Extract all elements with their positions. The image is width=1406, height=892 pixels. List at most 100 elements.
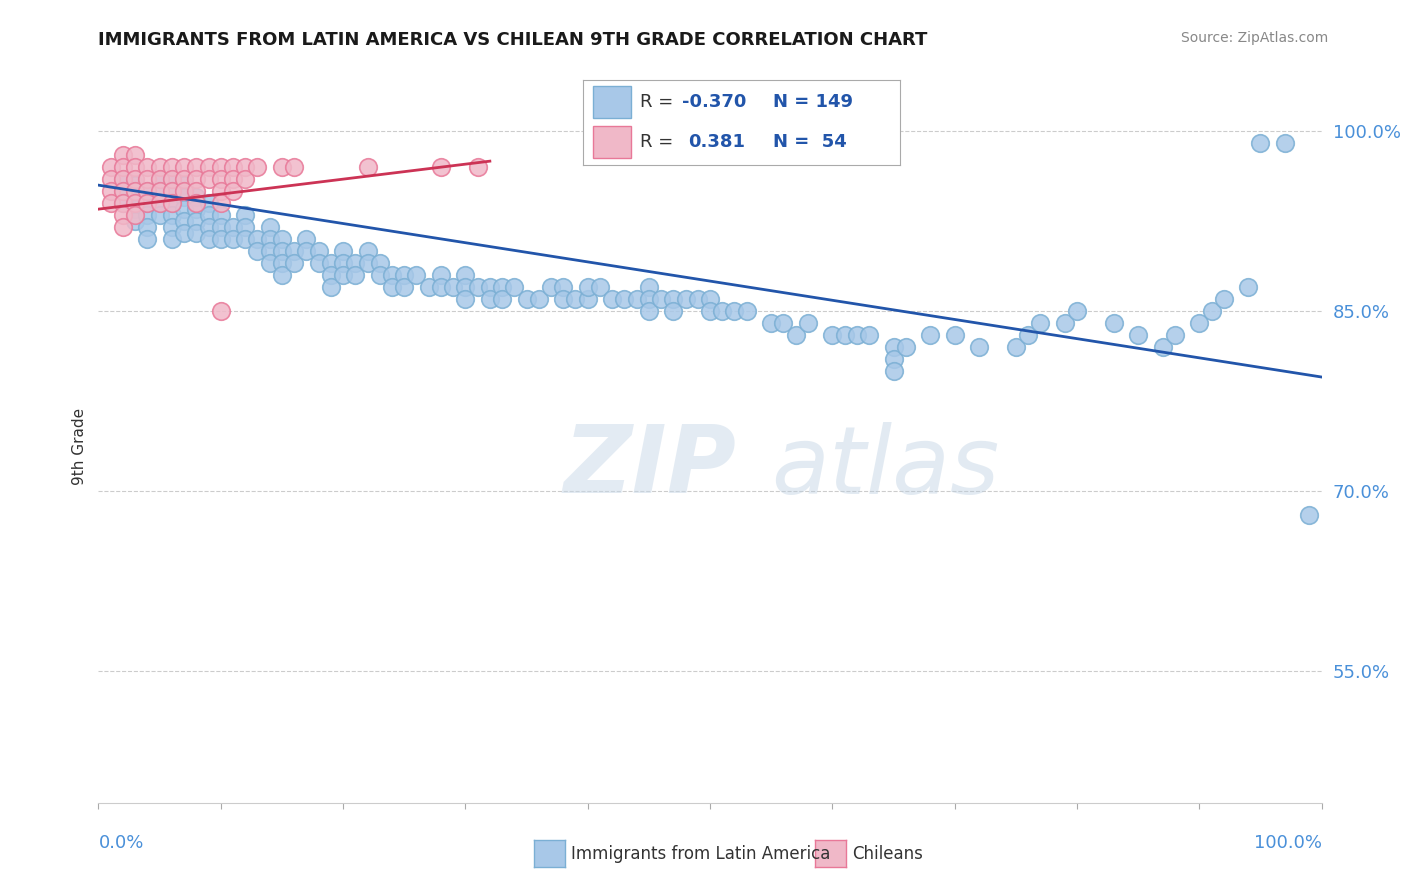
Point [111, 172, 134, 186]
Point [662, 292, 685, 306]
Point [160, 184, 183, 198]
Point [173, 202, 195, 216]
Point [124, 184, 146, 198]
Point [283, 256, 305, 270]
Point [589, 280, 612, 294]
Point [699, 292, 721, 306]
Point [454, 280, 477, 294]
Point [332, 244, 354, 259]
FancyBboxPatch shape [593, 87, 631, 119]
Point [711, 304, 734, 318]
Point [136, 172, 159, 186]
Text: Source: ZipAtlas.com: Source: ZipAtlas.com [1181, 31, 1329, 45]
Point [222, 184, 245, 198]
Point [136, 184, 159, 198]
Point [515, 292, 537, 306]
Point [686, 292, 709, 306]
Point [392, 268, 416, 282]
Point [834, 328, 856, 343]
Point [136, 232, 159, 246]
Point [319, 268, 342, 282]
Point [356, 256, 378, 270]
Point [222, 220, 245, 235]
Point [405, 268, 427, 282]
Point [1212, 292, 1234, 306]
Point [186, 172, 208, 186]
Point [160, 196, 183, 211]
Point [136, 184, 159, 198]
Point [283, 244, 305, 259]
Point [124, 202, 146, 216]
Point [1017, 328, 1039, 343]
Point [160, 172, 183, 186]
Point [1053, 316, 1076, 330]
Point [858, 328, 880, 343]
Point [197, 196, 219, 211]
Point [491, 280, 513, 294]
Point [600, 292, 623, 306]
Y-axis label: 9th Grade: 9th Grade [72, 408, 87, 484]
Point [344, 268, 367, 282]
Point [209, 220, 232, 235]
Point [883, 340, 905, 354]
Point [259, 256, 281, 270]
Point [186, 184, 208, 198]
Point [149, 172, 172, 186]
Point [149, 160, 172, 174]
Point [576, 292, 599, 306]
Point [467, 280, 489, 294]
Point [1274, 136, 1296, 151]
Point [356, 160, 378, 174]
Point [136, 196, 159, 211]
Point [149, 196, 172, 211]
Point [368, 256, 391, 270]
Point [111, 184, 134, 198]
Point [430, 160, 453, 174]
Point [233, 160, 256, 174]
Point [222, 172, 245, 186]
Point [675, 292, 697, 306]
Point [626, 292, 648, 306]
Point [136, 220, 159, 235]
Point [356, 244, 378, 259]
Point [111, 172, 134, 186]
Point [111, 196, 134, 211]
Point [308, 256, 330, 270]
Point [111, 196, 134, 211]
Point [160, 160, 183, 174]
Point [124, 214, 146, 228]
Point [233, 232, 256, 246]
Point [149, 208, 172, 222]
Point [1249, 136, 1271, 151]
Point [149, 172, 172, 186]
Point [111, 208, 134, 222]
Point [662, 304, 685, 318]
Point [173, 190, 195, 204]
Point [209, 304, 232, 318]
Point [381, 268, 404, 282]
Point [173, 172, 195, 186]
Point [222, 232, 245, 246]
Point [209, 184, 232, 198]
Point [246, 160, 269, 174]
Point [124, 160, 146, 174]
Point [209, 172, 232, 186]
Point [332, 256, 354, 270]
Point [553, 280, 575, 294]
Point [418, 280, 440, 294]
Text: 0.0%: 0.0% [98, 834, 143, 852]
Text: ZIP: ZIP [564, 421, 737, 514]
Point [478, 280, 501, 294]
Text: 0.381: 0.381 [688, 133, 745, 151]
Point [943, 328, 966, 343]
Point [173, 178, 195, 193]
Point [222, 160, 245, 174]
Point [111, 160, 134, 174]
Point [259, 232, 281, 246]
Point [295, 244, 318, 259]
Point [209, 160, 232, 174]
Point [454, 268, 477, 282]
Point [638, 280, 661, 294]
Point [149, 184, 172, 198]
Point [785, 328, 807, 343]
